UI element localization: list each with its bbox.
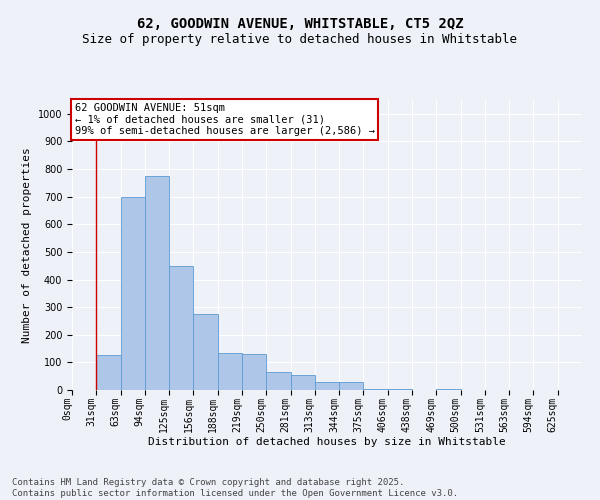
- Bar: [290, 375, 315, 390]
- Bar: [145, 176, 169, 390]
- Bar: [242, 354, 266, 390]
- Text: Size of property relative to detached houses in Whitstable: Size of property relative to detached ho…: [83, 32, 517, 46]
- Text: Contains HM Land Registry data © Crown copyright and database right 2025.
Contai: Contains HM Land Registry data © Crown c…: [12, 478, 458, 498]
- Bar: [121, 196, 145, 390]
- Bar: [339, 382, 364, 390]
- Bar: [193, 314, 218, 390]
- Bar: [315, 382, 339, 390]
- Bar: [364, 388, 388, 390]
- Bar: [436, 389, 461, 390]
- Bar: [96, 356, 121, 390]
- Y-axis label: Number of detached properties: Number of detached properties: [22, 147, 32, 343]
- Bar: [266, 372, 290, 390]
- Bar: [388, 388, 412, 390]
- Text: 62 GOODWIN AVENUE: 51sqm
← 1% of detached houses are smaller (31)
99% of semi-de: 62 GOODWIN AVENUE: 51sqm ← 1% of detache…: [74, 103, 374, 136]
- Bar: [218, 352, 242, 390]
- Bar: [169, 266, 193, 390]
- X-axis label: Distribution of detached houses by size in Whitstable: Distribution of detached houses by size …: [148, 437, 506, 447]
- Text: 62, GOODWIN AVENUE, WHITSTABLE, CT5 2QZ: 62, GOODWIN AVENUE, WHITSTABLE, CT5 2QZ: [137, 18, 463, 32]
